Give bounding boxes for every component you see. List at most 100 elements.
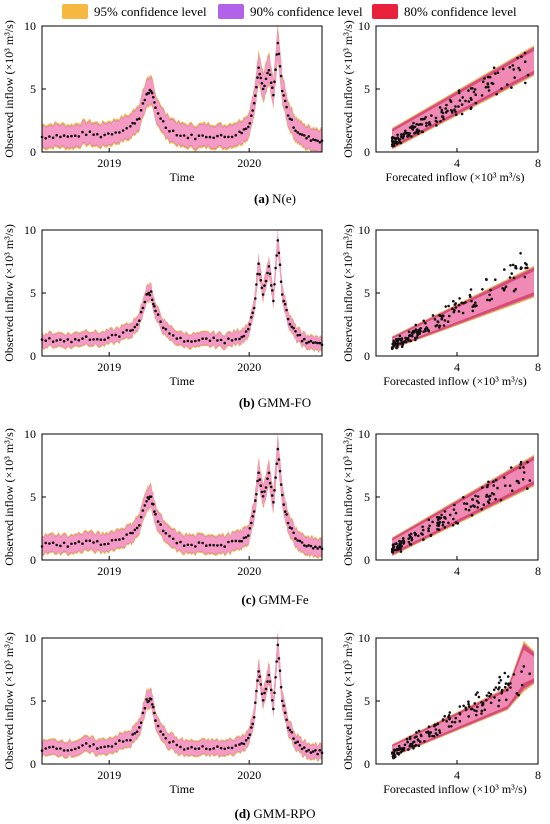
sc-point	[469, 295, 472, 299]
ts-point	[316, 139, 319, 143]
sc-point	[524, 81, 527, 85]
ts-point	[251, 109, 254, 112]
sc-point	[480, 507, 484, 511]
sc-point	[406, 740, 409, 744]
ts-point	[73, 337, 77, 341]
ts-point	[238, 743, 241, 746]
sc-point	[520, 683, 524, 687]
ts-point	[261, 699, 265, 702]
ts-point	[274, 676, 277, 679]
sc-point	[487, 501, 491, 505]
ts-point	[156, 724, 160, 728]
sc-point	[427, 329, 431, 333]
sc-point	[392, 344, 396, 348]
sc-point	[451, 523, 455, 527]
sc-point	[492, 688, 496, 692]
ts-point	[70, 748, 73, 752]
sc-point	[503, 268, 506, 271]
ts-point	[303, 746, 306, 749]
ts-point	[255, 492, 258, 496]
ts-point	[48, 337, 51, 340]
ts-point	[190, 133, 193, 137]
ts-point	[48, 746, 51, 749]
sc-point	[464, 708, 468, 712]
sc-x-axis-label: Forecated inflow (×10³ m³/s)	[386, 170, 525, 184]
ts-point	[182, 544, 186, 547]
sc-point	[416, 130, 420, 134]
sc-point	[485, 278, 488, 282]
ts-point	[141, 306, 145, 310]
sc-point	[450, 111, 454, 114]
sc-point	[395, 342, 398, 346]
ts-point	[138, 524, 141, 527]
ts-point	[264, 279, 268, 283]
ts-point	[143, 300, 147, 304]
ts-point	[99, 746, 103, 749]
ts-point	[208, 339, 212, 343]
ts-point	[311, 547, 315, 550]
ts-point	[275, 660, 279, 663]
sc-point	[486, 484, 489, 487]
ts-point	[230, 135, 234, 139]
sc-point	[526, 487, 529, 490]
sc-point	[432, 734, 436, 738]
ts-point	[305, 545, 308, 548]
sc-point	[485, 694, 489, 697]
sc-point	[428, 732, 431, 736]
sc-point	[405, 737, 409, 741]
sc-y-tick-label: 10	[358, 223, 370, 237]
legend-swatch-80	[372, 4, 398, 19]
ts-point	[44, 541, 47, 545]
sc-point	[497, 687, 500, 691]
sc-point	[481, 703, 485, 706]
sc-point	[415, 731, 418, 734]
ts-point	[186, 543, 190, 547]
sc-point	[475, 713, 478, 717]
ts-point	[171, 129, 175, 133]
ts-point	[318, 748, 322, 752]
sc-point	[436, 524, 439, 527]
sc-point	[415, 330, 419, 334]
ts-point	[316, 547, 319, 550]
ts-x-tick-label: 2020	[237, 360, 261, 374]
sc-point	[458, 297, 461, 300]
ts-point	[161, 326, 165, 330]
sc-point	[454, 113, 458, 116]
ts-point	[252, 101, 256, 105]
ts-point	[219, 133, 223, 137]
ts-point	[154, 106, 157, 109]
ts-point	[266, 680, 269, 683]
sc-point	[462, 704, 465, 708]
ts-point	[271, 86, 274, 89]
ts-point	[154, 512, 157, 516]
ts-point	[257, 471, 260, 475]
ts-point	[150, 91, 154, 95]
ts-point	[286, 726, 290, 729]
sc-y-tick-label: 10	[358, 427, 370, 441]
sc-point	[407, 537, 411, 540]
sc-point	[494, 686, 498, 689]
ts-point	[121, 740, 125, 743]
sc-point	[428, 734, 431, 738]
sc-point	[402, 542, 405, 545]
ts-point	[88, 744, 92, 748]
sc-point	[516, 56, 519, 60]
sc-point	[487, 75, 490, 79]
ts-point	[292, 531, 295, 535]
ts-point	[201, 745, 204, 748]
ts-x-tick-label: 2019	[97, 360, 121, 374]
ts-point	[148, 293, 152, 297]
sc-point	[441, 111, 445, 115]
sc-point	[445, 720, 449, 723]
sc-point	[391, 751, 394, 754]
sc-point	[528, 479, 532, 482]
sc-point	[395, 748, 399, 752]
sc-point	[448, 98, 452, 102]
sc-point	[429, 533, 433, 537]
sc-point	[401, 537, 405, 540]
ts-point	[143, 504, 147, 507]
sc-point	[502, 289, 506, 292]
sc-point	[517, 693, 520, 697]
ts-point	[171, 740, 175, 743]
sc-point	[391, 543, 395, 546]
